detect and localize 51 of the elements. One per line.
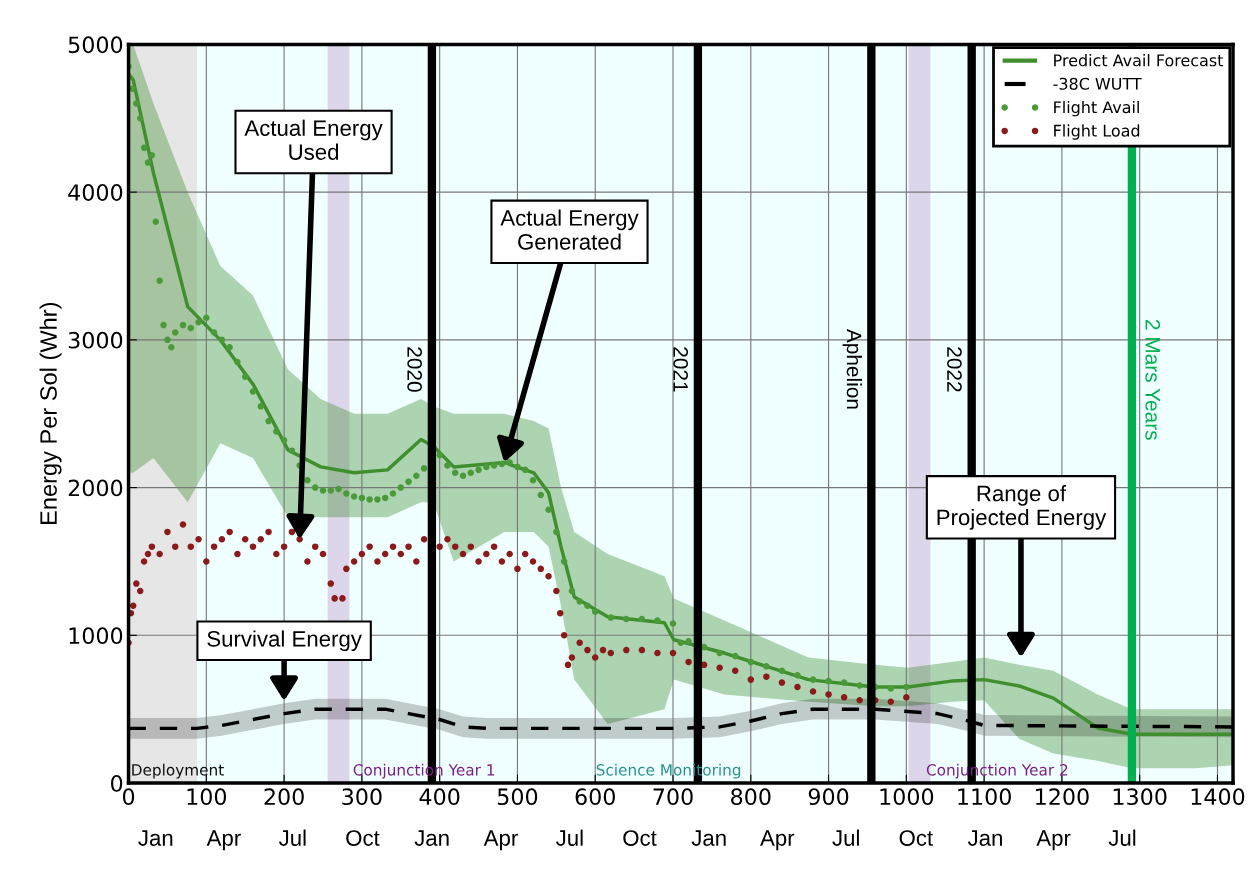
x2-tick-label: Apr [760,830,795,851]
ref-line-label: Aphelion [842,328,863,409]
x-tick-label: 1400 [1191,788,1245,806]
x-tick-label: 100 [187,788,227,806]
x-tick-label: 400 [419,788,460,806]
y-tick-label: 5000 [68,36,123,54]
annotation: Survival Energy [207,630,362,652]
annotation: Range of Projected Energy [937,485,1107,530]
x2-tick-label: Jul [832,829,859,846]
x-tick-label: 1200 [1036,788,1089,806]
x-tick-label: 600 [575,788,615,806]
x-tick-label: 1300 [1113,788,1167,806]
x2-tick-label: Oct [346,830,380,846]
x-tick-label: 700 [653,788,693,806]
legend-label: Flight Avail [1054,100,1139,117]
y-axis-title: Energy Per Sol (Whr) [39,303,62,524]
x-tick-label: 900 [808,788,849,806]
x-tick-label: 500 [497,788,538,806]
x2-tick-label: Jan [967,830,1002,846]
y-tick-label: 1000 [69,627,123,645]
x2-tick-label: Apr [483,830,518,851]
legend-label: -38C WUTT [1053,77,1142,90]
x2-tick-label: Jul [278,829,306,846]
annotation: 2022 [947,347,962,392]
annotation: 2020 [407,347,422,392]
annotation: 2021 [673,347,689,392]
legend-label: Predict Avail Forecast [1054,54,1224,67]
x-tick-label: 1000 [880,788,934,806]
x-tick-label: 300 [342,788,382,806]
annotation: Deployment [132,763,224,779]
x2-tick-label: Jan [691,830,726,846]
x2-tick-label: Jul [556,829,583,846]
y-tick-label: 0 [111,774,123,792]
x2-tick-label: Oct [623,830,657,846]
y-tick-label: 2000 [68,479,123,497]
y-tick-label: 4000 [68,184,123,201]
x2-tick-label: Apr [1036,830,1071,851]
annotation: Actual Energy Used [244,119,383,160]
ref-line-label: 2 Mars Years [1145,319,1161,440]
x2-tick-label: Oct [899,830,933,846]
x2-tick-label: Jan [414,830,449,846]
legend-label: Flight Load [1054,124,1140,140]
y-tick-label: 3000 [68,331,123,349]
x2-tick-label: Jul [1108,829,1136,846]
x2-tick-label: Apr [206,830,241,851]
annotation: Actual Energy Generated [500,209,639,250]
x-tick-label: 200 [264,788,304,806]
x2-tick-label: Jan [138,830,173,846]
x-tick-label: 800 [731,788,771,806]
x-tick-label: 0 [122,788,135,806]
x-tick-label: 1100 [958,788,1011,806]
